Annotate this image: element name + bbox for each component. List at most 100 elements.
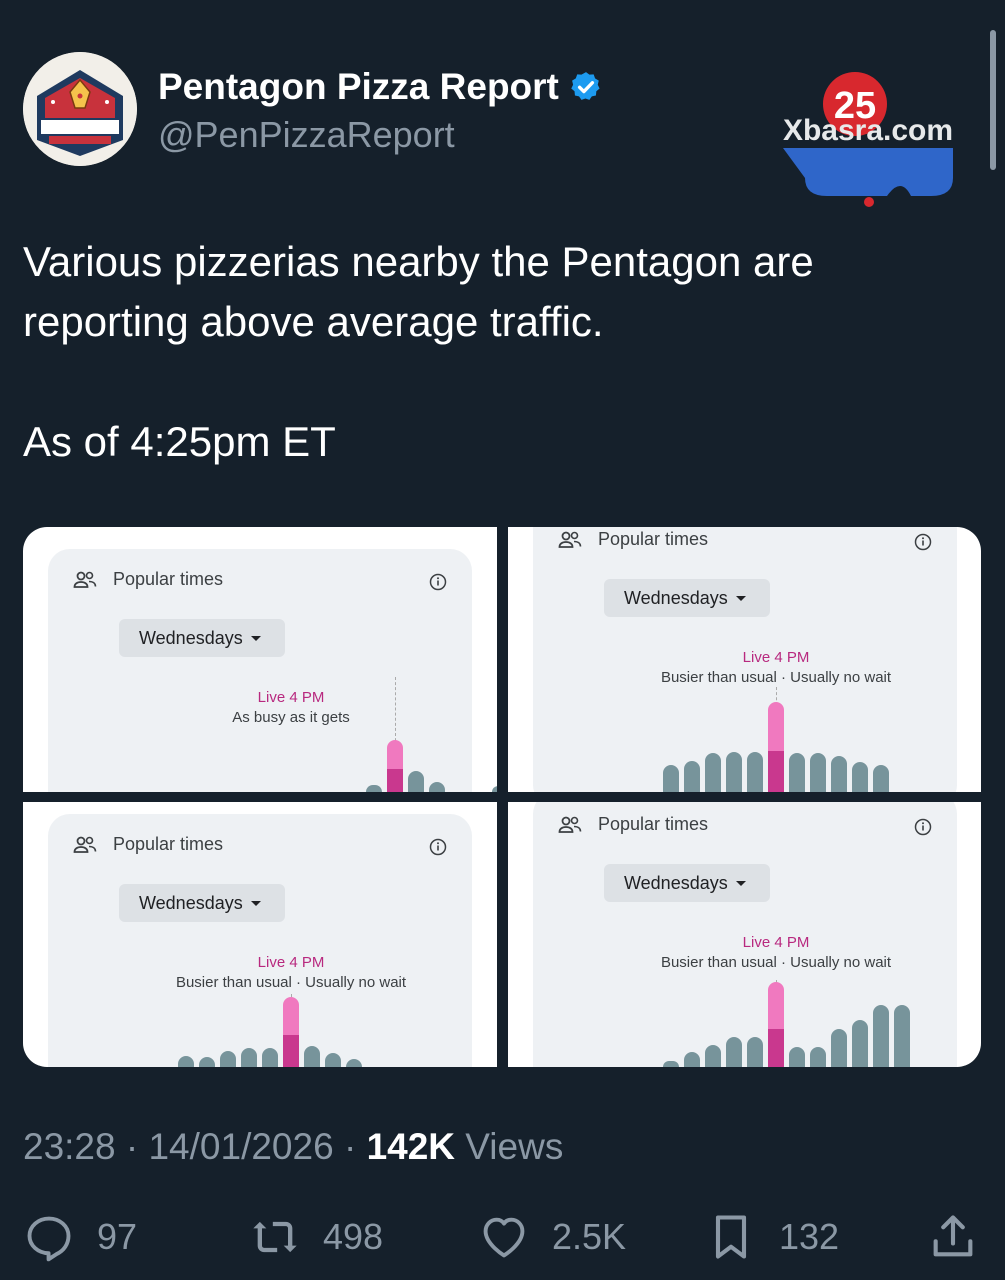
bookmark-icon <box>715 1215 747 1259</box>
display-name[interactable]: Pentagon Pizza Report <box>158 66 603 108</box>
info-icon[interactable] <box>914 533 932 551</box>
repost-button[interactable]: 498 <box>249 1205 383 1269</box>
hour-bar <box>726 751 742 792</box>
chevron-down-icon <box>250 635 261 641</box>
handle[interactable]: @PenPizzaReport <box>158 114 455 155</box>
bookmark-button[interactable]: 132 <box>705 1205 839 1269</box>
people-icon <box>558 531 582 548</box>
live-label: Live 4 PM <box>742 649 810 666</box>
hour-bar <box>663 765 679 792</box>
hour-bar <box>747 751 763 792</box>
hour-bar <box>346 1058 362 1067</box>
usual-level-bar <box>768 751 784 792</box>
hour-bar <box>684 760 700 792</box>
hour-bar <box>366 785 382 792</box>
share-button[interactable] <box>927 1205 979 1269</box>
hour-bar <box>852 1020 868 1067</box>
hour-bar <box>705 753 721 792</box>
media-image-1[interactable]: Popular times Wednesdays Live 4 PM As busy … <box>23 527 497 792</box>
tweet-line-3: As of 4:25pm ET <box>23 418 336 465</box>
day-dropdown-value: Wednesdays <box>139 892 243 913</box>
busy-status: Busier than usual · Usually no wait <box>660 669 892 686</box>
hour-bar <box>220 1050 236 1067</box>
hour-bar <box>492 786 497 792</box>
hour-bar <box>831 756 847 792</box>
popular-times-title: Popular times <box>73 834 223 855</box>
media-image-2[interactable]: Popular times Wednesdays Live 4 PM Busier t… <box>508 527 981 792</box>
scrollbar[interactable] <box>990 30 996 170</box>
svg-text:25: 25 <box>834 85 876 127</box>
hour-bar <box>810 753 826 792</box>
hour-bar <box>747 1037 763 1067</box>
tweet-meta: 23:28 · 14/01/2026 · 142K Views <box>23 1126 563 1168</box>
tweet-text: Various pizzerias nearby the Pentagon ar… <box>23 232 973 472</box>
info-icon[interactable] <box>914 818 932 836</box>
hour-bar <box>873 765 889 792</box>
hour-bar <box>178 1055 194 1067</box>
tweet-time[interactable]: 23:28 <box>23 1126 116 1167</box>
hour-bar <box>852 762 868 792</box>
busy-status: As busy as it gets <box>232 709 350 726</box>
hour-bar <box>429 781 445 792</box>
tweet-line-1: Various pizzerias nearby the Pentagon ar… <box>23 238 814 285</box>
day-dropdown[interactable]: Wednesdays <box>604 579 770 617</box>
svg-text:Xbasra.com: Xbasra.com <box>783 114 953 147</box>
repost-icon <box>253 1221 297 1253</box>
action-bar: 97 498 2.5K 132 <box>23 1205 983 1269</box>
like-count: 2.5K <box>552 1216 627 1257</box>
display-name-text[interactable]: Pentagon Pizza Report <box>158 66 559 107</box>
avatar[interactable] <box>23 52 137 166</box>
popular-times-card <box>533 527 957 792</box>
day-dropdown[interactable]: Wednesdays <box>119 884 285 922</box>
verified-badge-icon <box>571 72 600 100</box>
day-dropdown-value: Wednesdays <box>139 627 243 648</box>
popular-times-title: Popular times <box>73 569 223 590</box>
hour-bar <box>241 1048 257 1067</box>
hour-bar <box>810 1047 826 1067</box>
live-label: Live 4 PM <box>257 954 325 971</box>
day-dropdown[interactable]: Wednesdays <box>604 864 770 902</box>
popular-times-card <box>48 814 472 1067</box>
hour-bar <box>789 753 805 792</box>
media-image-4[interactable]: Popular times Wednesdays Live 4 PM Busier t… <box>508 802 981 1067</box>
tweet-date[interactable]: 14/01/2026 <box>148 1126 334 1167</box>
repost-count: 498 <box>323 1216 384 1257</box>
popular-times-title: Popular times <box>558 814 708 835</box>
live-label: Live 4 PM <box>742 934 810 951</box>
bookmark-count: 132 <box>779 1216 840 1257</box>
day-dropdown-value: Wednesdays <box>624 872 728 893</box>
hour-bar <box>894 1004 910 1067</box>
like-button[interactable]: 2.5K <box>478 1205 626 1269</box>
tweet-header: Pentagon Pizza Report @PenPizzaReport 25… <box>23 52 983 207</box>
chevron-down-icon <box>735 595 746 601</box>
hour-bar <box>726 1037 742 1067</box>
views-count: 142K <box>366 1126 456 1167</box>
hour-bar <box>789 1047 805 1067</box>
live-label: Live 4 PM <box>257 689 325 706</box>
hour-bar <box>684 1051 700 1067</box>
chevron-down-icon <box>250 900 261 906</box>
info-icon[interactable] <box>429 838 447 856</box>
info-icon[interactable] <box>429 573 447 591</box>
hour-bar <box>325 1053 341 1067</box>
views-label: Views <box>465 1126 564 1167</box>
share-icon <box>933 1215 973 1257</box>
popular-times-label: Popular times <box>598 529 709 549</box>
hour-bar <box>831 1028 847 1067</box>
people-icon <box>73 571 97 588</box>
day-dropdown[interactable]: Wednesdays <box>119 619 285 657</box>
busy-status: Busier than usual · Usually no wait <box>660 954 892 971</box>
meta-separator: · <box>343 1126 357 1167</box>
chevron-down-icon <box>735 880 746 886</box>
usual-level-bar <box>768 1029 784 1067</box>
media-image-3[interactable]: Popular times Wednesdays Live 4 PM Busier t… <box>23 802 497 1067</box>
hour-bar <box>705 1044 721 1067</box>
reply-button[interactable]: 97 <box>23 1205 137 1269</box>
popular-times-label: Popular times <box>113 569 224 589</box>
reply-count: 97 <box>97 1216 138 1257</box>
busy-status: Busier than usual · Usually no wait <box>175 974 407 991</box>
people-icon <box>558 816 582 833</box>
meta-separator: · <box>125 1126 139 1167</box>
usual-level-bar <box>283 1035 299 1067</box>
media-grid[interactable]: Popular times Wednesdays Live 4 PM As busy … <box>23 527 981 1067</box>
